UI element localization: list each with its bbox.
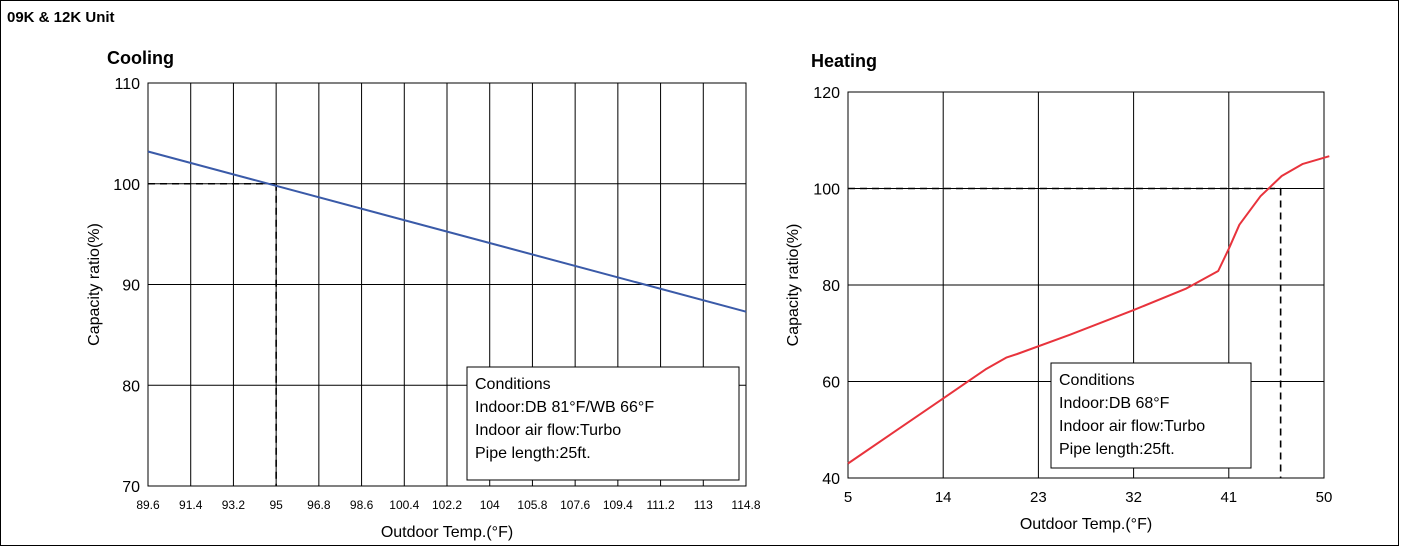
heating-series-line: [847, 155, 1330, 465]
heating-conditions-line: Indoor:DB 68°F: [1059, 395, 1170, 412]
cooling-x-tick-label: 111.2: [646, 498, 675, 512]
cooling-x-tick-label: 89.6: [136, 498, 160, 512]
cooling-x-tick-label: 95: [269, 498, 283, 512]
heating-conditions-line: Pipe length:25ft.: [1059, 441, 1175, 458]
page-title: 09K & 12K Unit: [7, 9, 115, 26]
heating-x-tick-label: 32: [1125, 489, 1142, 506]
cooling-conditions-line: Conditions: [475, 376, 551, 393]
cooling-x-tick-label: 104: [480, 498, 500, 512]
heating-conditions-line: Conditions: [1059, 372, 1135, 389]
cooling-x-tick-label: 105.8: [517, 498, 547, 512]
cooling-chart: 89.6 91.4 93.2 95 96.8 98.6 100.4 102.2 104 105.8…: [86, 48, 761, 541]
cooling-x-axis-label: Outdoor Temp.(°F): [381, 524, 513, 541]
cooling-x-tick-label: 102.2: [432, 498, 462, 512]
cooling-x-tick-label: 114.8: [731, 498, 760, 512]
heating-chart-title: Heating: [811, 51, 877, 71]
heating-conditions-box: [1050, 362, 1252, 469]
heating-x-tick-label: 41: [1220, 489, 1237, 506]
cooling-chart-title: Cooling: [107, 48, 174, 68]
cooling-conditions-line: Pipe length:25ft.: [475, 445, 591, 462]
cooling-x-tick-label: 93.2: [222, 498, 246, 512]
cooling-y-tick-label: 80: [122, 378, 140, 395]
cooling-conditions-box: [466, 366, 740, 481]
cooling-x-tick-label: 107.6: [560, 498, 590, 512]
cooling-x-tick-label: 96.8: [307, 498, 331, 512]
cooling-y-tick-label: 100: [113, 177, 140, 194]
heating-chart: 5 14 23 32 41 50 40 60 80 100 120 Heating Outdoor Te…: [785, 51, 1332, 533]
heating-x-tick-label: 50: [1316, 489, 1333, 506]
cooling-conditions-line: Indoor air flow:Turbo: [475, 422, 621, 439]
heating-x-tick-label: 14: [935, 489, 952, 506]
heating-y-tick-label: 80: [822, 278, 840, 295]
heating-x-tick-label: 23: [1030, 489, 1047, 506]
cooling-x-tick-label: 109.4: [603, 498, 633, 512]
heating-x-axis-label: Outdoor Temp.(°F): [1020, 516, 1152, 533]
heating-y-axis-label: Capacity ratio(%): [785, 224, 802, 347]
cooling-x-tick-label: 98.6: [350, 498, 374, 512]
cooling-x-tick-label: 91.4: [179, 498, 203, 512]
cooling-conditions-line: Indoor:DB 81°F/WB 66°F: [475, 399, 654, 416]
cooling-series-line: [147, 150, 747, 313]
heating-y-tick-label: 60: [822, 375, 840, 392]
heating-conditions-line: Indoor air flow:Turbo: [1059, 418, 1205, 435]
cooling-y-axis-label: Capacity ratio(%): [86, 223, 103, 346]
cooling-y-tick-label: 70: [122, 479, 140, 496]
heating-y-tick-label: 120: [813, 85, 840, 102]
heating-y-tick-label: 40: [822, 471, 840, 488]
cooling-y-tick-label: 90: [122, 278, 140, 295]
cooling-x-tick-label: 113: [694, 498, 713, 512]
heating-y-tick-label: 100: [813, 182, 840, 199]
cooling-x-tick-label: 100.4: [389, 498, 419, 512]
heating-x-tick-label: 5: [844, 489, 852, 506]
cooling-y-tick-label: 110: [114, 76, 140, 93]
